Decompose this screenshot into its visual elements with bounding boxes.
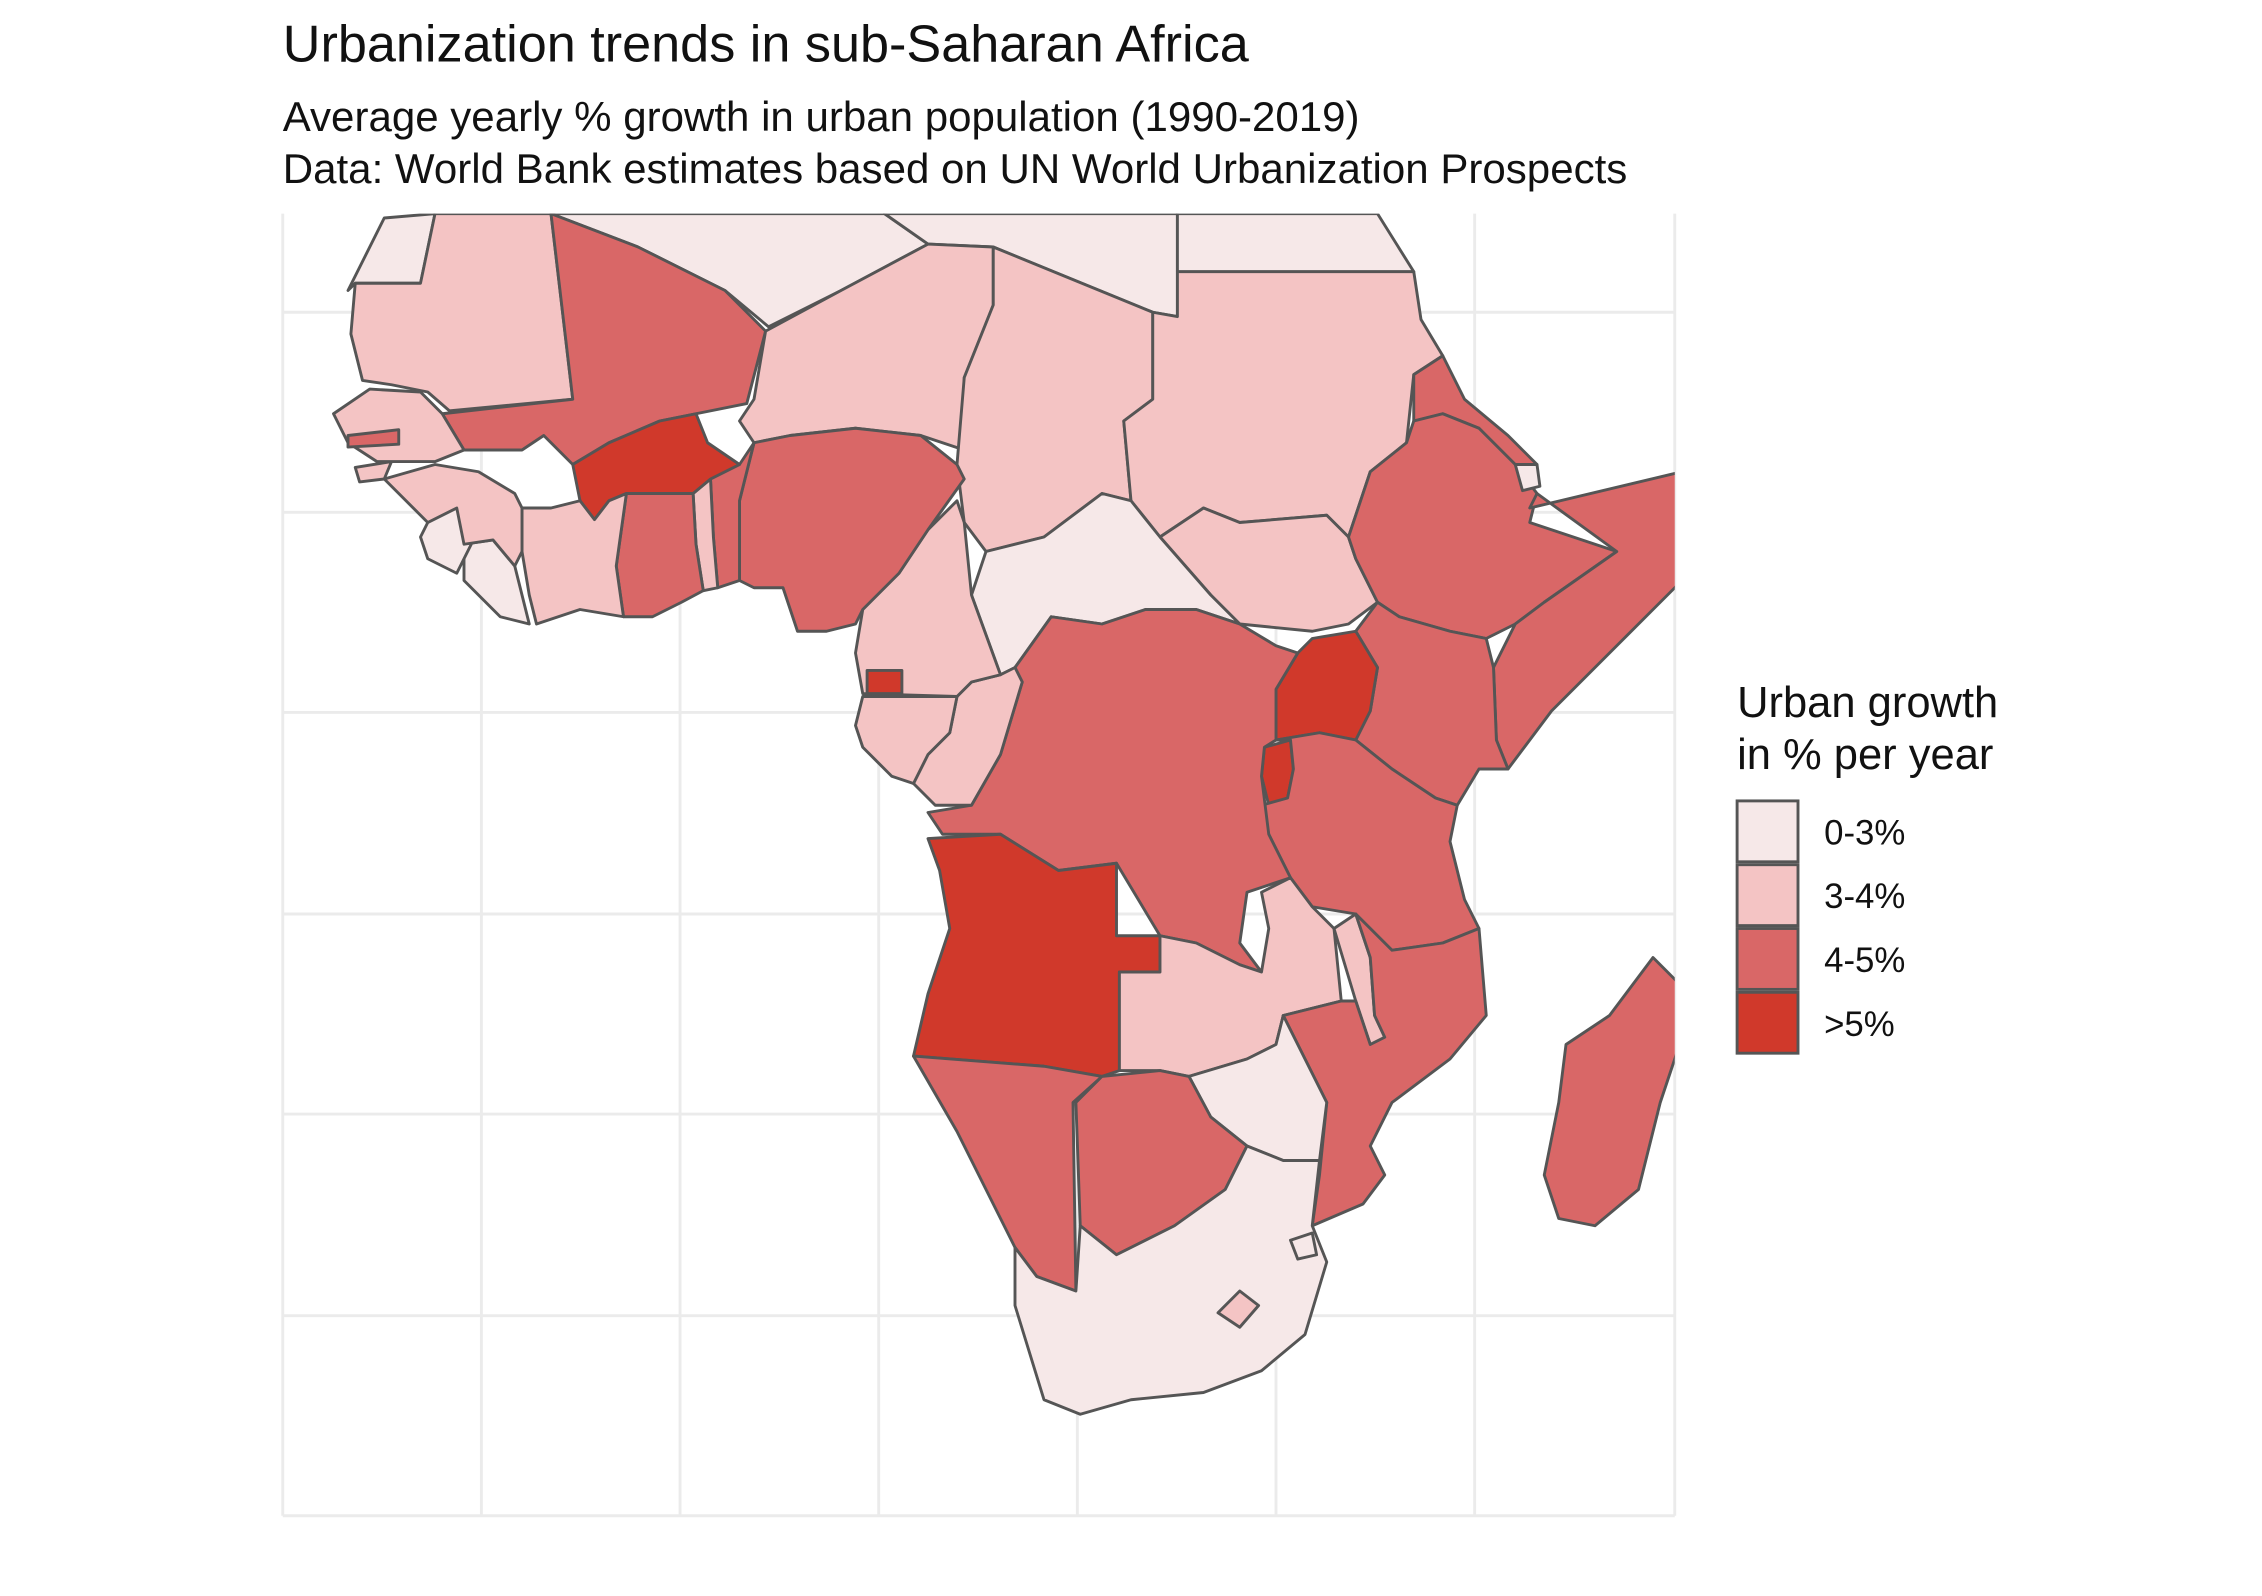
country	[738, 426, 966, 633]
legend-key	[1735, 990, 1800, 1055]
country	[1513, 463, 1542, 493]
country	[1013, 1144, 1329, 1416]
country	[865, 668, 904, 696]
country	[520, 492, 628, 626]
country	[382, 463, 524, 568]
legend-key	[1735, 863, 1800, 928]
country	[346, 428, 401, 449]
country	[353, 460, 393, 484]
country	[614, 492, 705, 619]
legend-label: 0-3%	[1824, 813, 1905, 852]
caption: Data: World Bank estimates based on UN W…	[283, 145, 1628, 192]
country	[349, 213, 575, 413]
country	[738, 242, 995, 452]
legend: Urban growth in % per year 0-3% 3-4% 4-5% >…	[1735, 679, 1998, 1055]
legend-title: Urban growth	[1737, 679, 1998, 727]
legend-label: >5%	[1824, 1005, 1895, 1044]
legend-label: 4-5%	[1824, 941, 1905, 980]
country	[1542, 956, 1675, 1228]
country	[1175, 213, 1416, 274]
legend-label: 3-4%	[1824, 877, 1905, 916]
subtitle: Average yearly % growth in urban populat…	[283, 93, 1360, 140]
legend-title: in % per year	[1737, 731, 1993, 779]
country	[854, 695, 959, 785]
country	[1289, 1231, 1319, 1261]
countries	[332, 213, 1675, 1416]
legend-key	[1735, 799, 1800, 864]
country	[1216, 1289, 1261, 1329]
legend-key	[1735, 927, 1800, 991]
title: Urbanization trends in sub-Saharan Afric…	[283, 15, 1250, 73]
country	[926, 608, 1300, 974]
